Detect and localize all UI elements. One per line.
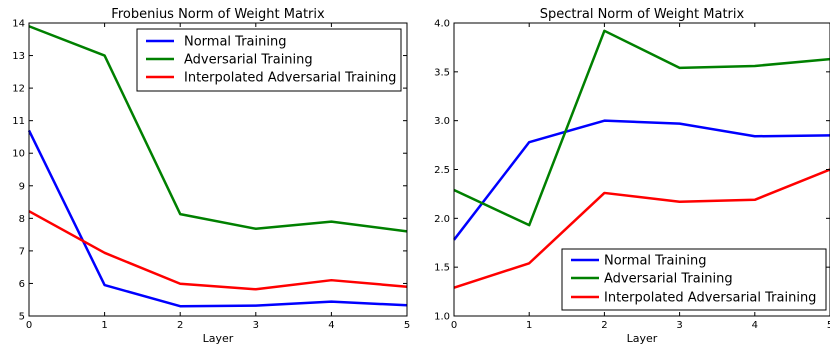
y-tick-label: 11	[12, 116, 25, 127]
series-line-2	[453, 29, 830, 227]
y-tick-label: 5	[19, 312, 25, 323]
legend-label-2: Adversarial Training	[184, 53, 313, 68]
y-tick-label: 3.5	[434, 67, 450, 78]
plot-frame	[28, 22, 408, 317]
legend-label-1: Normal Training	[184, 35, 286, 50]
chart-title: Frobenius Norm of Weight Matrix	[111, 7, 325, 22]
legend-label-3: Interpolated Adversarial Training	[184, 71, 396, 86]
x-tick-label: 0	[26, 320, 32, 331]
y-tick-label: 3.0	[434, 116, 450, 127]
x-tick-label: 1	[526, 320, 532, 331]
y-tick-label: 9	[19, 181, 25, 192]
y-tick-label: 2.5	[434, 165, 450, 176]
y-tick-label: 13	[12, 51, 25, 62]
x-tick-label: 1	[101, 320, 107, 331]
y-tick-label: 10	[12, 149, 25, 160]
legend-label-2: Adversarial Training	[604, 272, 733, 287]
series-line-2	[28, 25, 408, 233]
x-tick-label: 5	[827, 320, 830, 331]
legend: Normal Training Adversarial Training Inter…	[136, 28, 402, 92]
chart-title: Spectral Norm of Weight Matrix	[540, 7, 745, 22]
x-tick-label: 4	[752, 320, 758, 331]
x-tick-label: 4	[328, 320, 334, 331]
x-tick-label: 2	[177, 320, 183, 331]
x-tick-label: 5	[404, 320, 410, 331]
x-tick-label: 3	[253, 320, 259, 331]
legend-label-3: Interpolated Adversarial Training	[604, 291, 816, 306]
series-line-3	[28, 210, 408, 291]
y-tick-label: 8	[19, 214, 25, 225]
y-tick-label: 1.0	[434, 312, 450, 323]
legend-label-1: Normal Training	[604, 254, 706, 269]
y-tick-label: 4.0	[434, 19, 450, 30]
x-tick-label: 0	[451, 320, 457, 331]
legend: Normal Training Adversarial Training Inter…	[561, 248, 827, 311]
series-line-1	[27, 129, 408, 308]
x-tick-label: 2	[601, 320, 607, 331]
y-tick-label: 6	[19, 279, 25, 290]
y-tick-label: 7	[19, 246, 25, 257]
y-tick-label: 2.0	[434, 214, 450, 225]
x-axis-label: Layer	[627, 332, 658, 345]
x-tick-label: 3	[676, 320, 682, 331]
x-axis-label: Layer	[203, 332, 234, 345]
legend-box	[561, 248, 827, 311]
legend-box	[136, 28, 402, 92]
y-tick-label: 14	[12, 19, 25, 30]
chart-panel-2: Spectral Norm of Weight Matrix 0 1 2 3 4 5 1.0 1…	[434, 7, 830, 345]
series-line-3	[453, 168, 830, 289]
series-line-1	[453, 119, 830, 241]
y-tick-label: 12	[12, 84, 25, 95]
y-tick-label: 1.5	[434, 263, 450, 274]
